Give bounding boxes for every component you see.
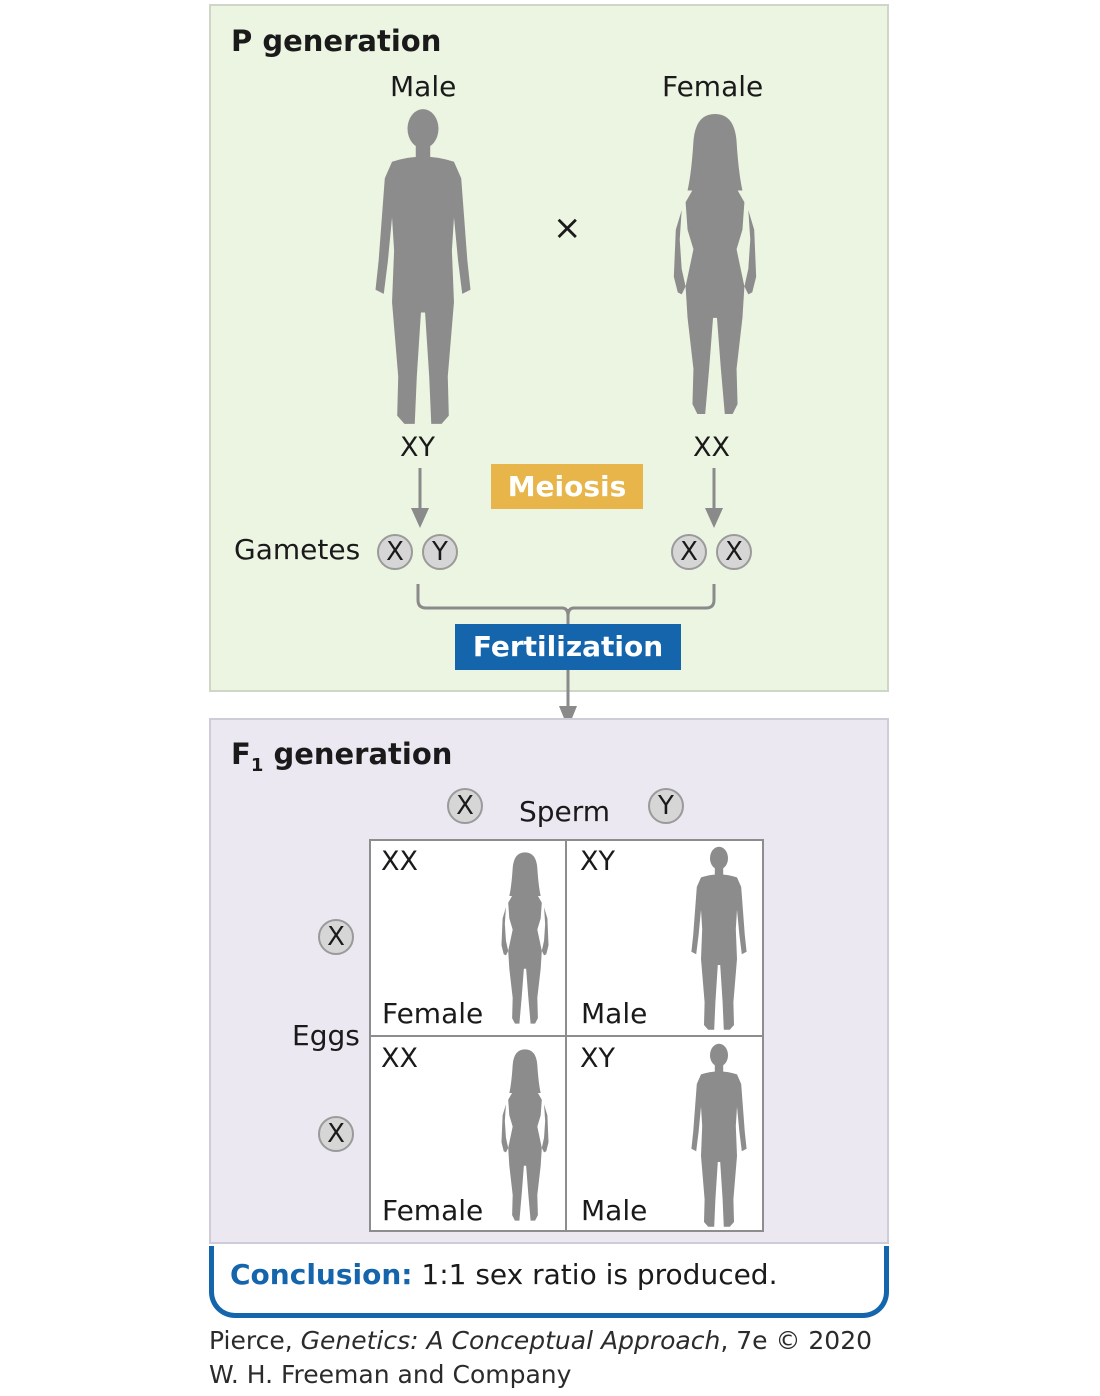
male-gamete-x: X xyxy=(377,534,413,570)
f1-title-rest: generation xyxy=(263,737,453,771)
cell-4-sex: Male xyxy=(581,1194,648,1227)
credit-book: Genetics: A Conceptual Approach xyxy=(300,1326,721,1355)
meiosis-box: Meiosis xyxy=(491,464,643,509)
eggs-label: Eggs xyxy=(292,1019,360,1052)
sperm-label: Sperm xyxy=(519,795,611,828)
credit-edition: , 7e © 2020 xyxy=(720,1326,873,1355)
male-gamete-y: Y xyxy=(422,534,458,570)
female-genotype: XX xyxy=(693,432,730,463)
cell-1-genotype: XX xyxy=(381,846,418,877)
f1-generation-title: F1 generation xyxy=(231,737,452,776)
female-gamete-x2: X xyxy=(716,534,752,570)
p-generation-title: P generation xyxy=(231,24,442,58)
gametes-label: Gametes xyxy=(234,533,361,566)
conclusion-text: Conclusion: 1:1 sex ratio is produced. xyxy=(230,1258,777,1291)
credit-line-1: Pierce, Genetics: A Conceptual Approach,… xyxy=(209,1326,872,1355)
f1-title-subscript: 1 xyxy=(250,754,264,776)
cell-2-sex: Male xyxy=(581,997,648,1030)
p-generation-panel xyxy=(209,4,889,692)
cell-4-genotype: XY xyxy=(580,1043,615,1074)
cell-1-female-silhouette xyxy=(501,852,549,1024)
cell-3-sex: Female xyxy=(382,1194,484,1227)
sperm-x: X xyxy=(447,788,483,824)
cell-4-male-silhouette xyxy=(691,1043,747,1227)
sperm-y: Y xyxy=(648,788,684,824)
credit-author: Pierce, xyxy=(209,1326,301,1355)
credit-publisher: W. H. Freeman and Company xyxy=(209,1360,572,1389)
conclusion-label: Conclusion: xyxy=(230,1258,413,1291)
punnett-grid-lines xyxy=(369,839,764,1232)
male-genotype: XY xyxy=(400,432,435,463)
cell-3-genotype: XX xyxy=(381,1043,418,1074)
p-generation-arrows xyxy=(411,468,723,728)
cell-3-female-silhouette xyxy=(501,1049,549,1221)
female-label: Female xyxy=(662,70,764,103)
egg-x1: X xyxy=(318,919,354,955)
cell-1-sex: Female xyxy=(382,997,484,1030)
male-label: Male xyxy=(390,70,457,103)
egg-x2: X xyxy=(318,1116,354,1152)
cross-symbol: × xyxy=(553,208,582,248)
female-gamete-x1: X xyxy=(671,534,707,570)
conclusion-bracket xyxy=(209,1246,889,1318)
conclusion-body: 1:1 sex ratio is produced. xyxy=(412,1258,778,1291)
cell-2-genotype: XY xyxy=(580,846,615,877)
f1-title-letter: F xyxy=(231,737,251,771)
cell-2-male-silhouette xyxy=(691,846,747,1030)
fertilization-box: Fertilization xyxy=(455,624,681,670)
